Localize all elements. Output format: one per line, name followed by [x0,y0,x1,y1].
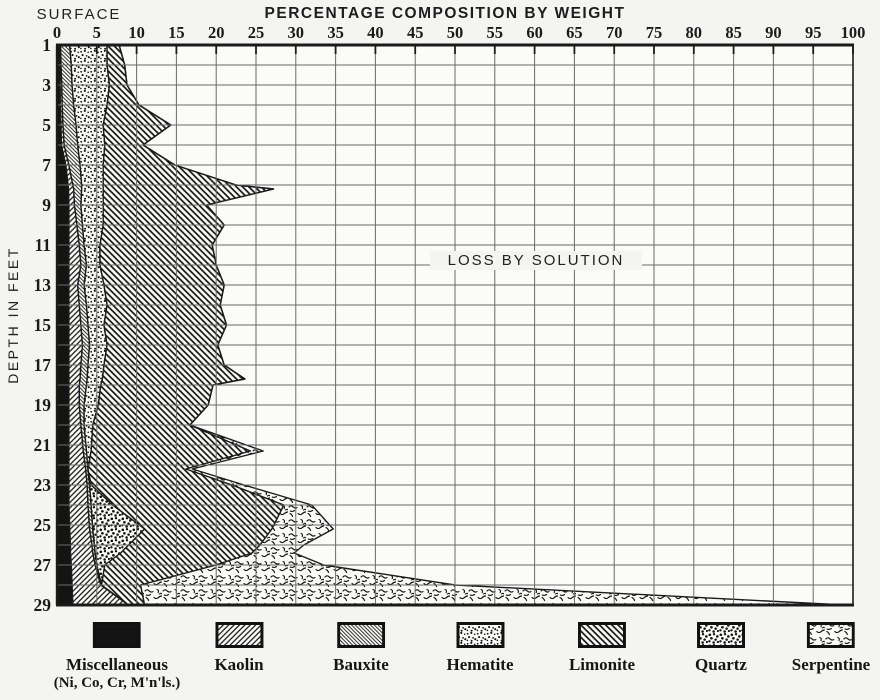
surface-label: SURFACE [36,6,122,23]
svg-text:45: 45 [407,23,424,42]
svg-text:95: 95 [805,23,822,42]
legend-label: Limonite [568,655,636,674]
svg-text:50: 50 [447,23,464,42]
svg-text:60: 60 [526,23,543,42]
legend-item-hematite: Hematite [446,622,514,675]
legend-sublabel: (Ni, Co, Cr, M'n'ls.) [53,675,181,691]
bauxite-swatch-icon [336,622,385,648]
legend-label: Hematite [446,655,514,674]
svg-text:7: 7 [42,155,51,175]
legend-item-limonite: Limonite [569,622,635,675]
svg-text:11: 11 [34,235,51,255]
quartz-swatch-icon [697,622,745,648]
legend-item-quartz: Quartz [695,622,747,675]
svg-text:15: 15 [34,315,52,335]
svg-text:25: 25 [34,515,52,535]
svg-text:30: 30 [288,23,305,42]
svg-text:65: 65 [566,23,583,42]
svg-text:29: 29 [34,595,52,615]
legend-label: Miscellaneous [66,655,168,674]
svg-text:15: 15 [168,23,185,42]
svg-text:35: 35 [327,23,344,42]
legend-label: Serpentine [791,655,871,674]
legend-item-kaolin: Kaolin [214,622,264,675]
svg-text:1: 1 [42,35,51,55]
svg-text:70: 70 [606,23,623,42]
composition-depth-chart: 0 5 10 15 20 25 30 35 40 45 50 55 60 65 70 75 80 85 90 95 10… [34,23,866,615]
svg-text:13: 13 [34,275,52,295]
legend-label: Quartz [695,655,747,674]
svg-text:0: 0 [53,23,61,42]
kaolin-swatch-icon [215,622,263,648]
svg-text:40: 40 [367,23,384,42]
svg-text:17: 17 [34,355,52,375]
svg-text:5: 5 [42,115,51,135]
svg-text:21: 21 [34,435,52,455]
limonite-swatch-icon [577,622,626,648]
svg-text:75: 75 [646,23,663,42]
legend-label: Bauxite [333,655,389,674]
serpentine-swatch-icon [806,622,855,648]
svg-text:25: 25 [248,23,265,42]
loss-by-solution-label: LOSS BY SOLUTION [430,251,642,270]
svg-text:3: 3 [42,75,51,95]
svg-text:100: 100 [841,23,866,42]
chart-title: PERCENTAGE COMPOSITION BY WEIGHT [264,5,626,22]
legend-item-serpentine: Serpentine [792,622,870,675]
svg-text:90: 90 [765,23,782,42]
svg-text:55: 55 [487,23,504,42]
legend-label: Kaolin [214,655,264,674]
svg-text:80: 80 [686,23,703,42]
hematite-swatch-icon [456,622,504,648]
legend-item-bauxite: Bauxite [333,622,389,675]
svg-text:10: 10 [128,23,145,42]
legend: Miscellaneous (Ni, Co, Cr, M'n'ls.) Kaol… [0,622,880,700]
svg-text:85: 85 [725,23,742,42]
svg-text:20: 20 [208,23,225,42]
svg-text:9: 9 [42,195,51,215]
svg-text:5: 5 [93,23,101,42]
svg-text:19: 19 [34,395,52,415]
miscellaneous-swatch-icon [93,622,141,648]
svg-text:27: 27 [34,555,52,575]
svg-text:23: 23 [34,475,52,495]
legend-item-miscellaneous: Miscellaneous (Ni, Co, Cr, M'n'ls.) [53,622,181,692]
